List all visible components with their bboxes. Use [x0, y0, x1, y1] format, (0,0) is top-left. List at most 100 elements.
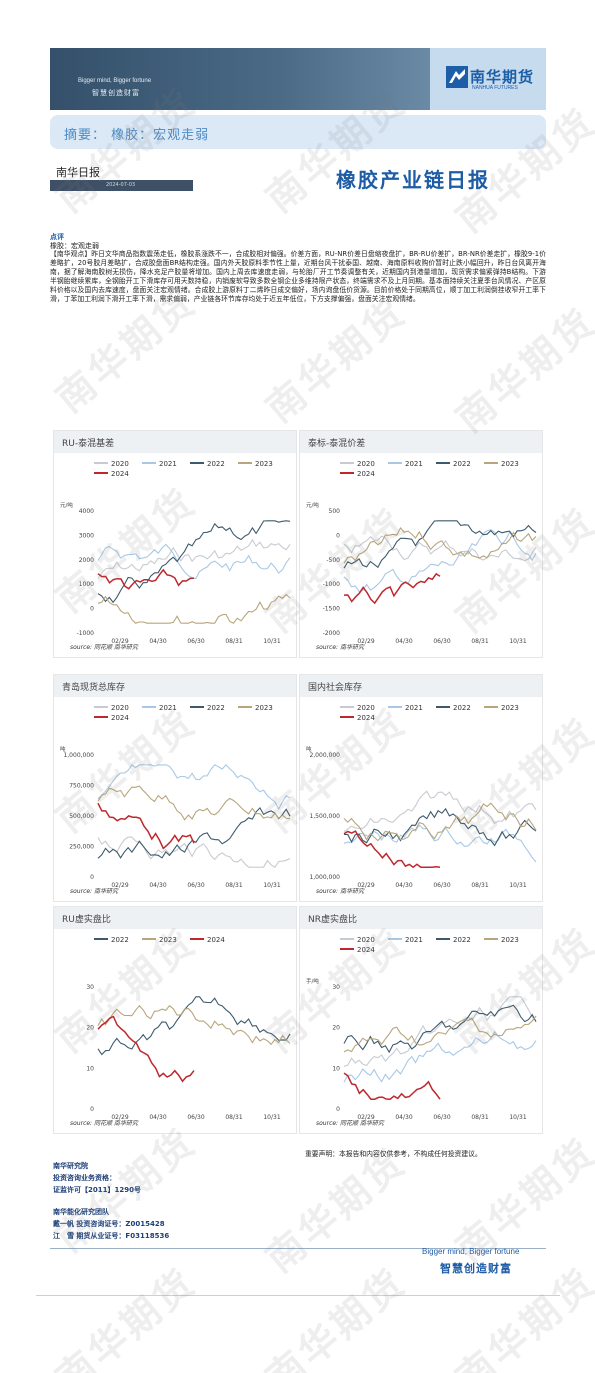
x-tick-label: 08/31 [471, 1114, 488, 1121]
x-tick-label: 02/29 [357, 882, 374, 889]
legend-label: 2021 [405, 704, 423, 712]
comment-section: 点评 橡胶：宏观走弱 【南华观点】昨日文华商品指数震荡走低，橡胶系涨跌不一，合成… [50, 232, 546, 304]
series-line [343, 802, 537, 842]
legend-label: 2024 [111, 470, 129, 478]
legend-label: 2020 [357, 460, 375, 468]
legend-label: 2024 [111, 714, 129, 722]
y-tick-label: 20 [86, 1025, 94, 1032]
x-tick-label: 10/31 [263, 882, 280, 889]
logo-text-cn: 南华期货 [470, 68, 535, 86]
legend-label: 2024 [207, 936, 225, 944]
disclaimer: 重要声明：本报告和内容仅供参考，不构成任何投资建议。 [305, 1150, 482, 1158]
y-tick-label: 1,000,000 [63, 752, 94, 759]
series-line [343, 529, 537, 593]
y-tick-label: 30 [332, 984, 340, 991]
x-tick-label: 04/30 [149, 882, 166, 889]
chart-source: source: 同花顺 南华研究 [70, 644, 138, 651]
x-tick-label: 02/29 [357, 1114, 374, 1121]
banner-slogan-en: Bigger mind, Bigger fortune [78, 78, 152, 84]
series-line [343, 1072, 441, 1100]
legend-label: 2024 [357, 470, 375, 478]
y-tick-label: 0 [336, 1106, 340, 1113]
watermark-text: 南华期货 [447, 299, 595, 442]
x-tick-label: 08/31 [471, 882, 488, 889]
chart-panel: 青岛现货总库存 2020 2021 2022 2023 2024 吨 1,000,000 750… [53, 674, 297, 902]
legend-label: 2023 [255, 704, 273, 712]
x-tick-label: 10/31 [263, 1114, 280, 1121]
series-line [97, 996, 291, 1056]
y-tick-label: 2000 [79, 557, 94, 564]
legend-label: 2022 [207, 704, 225, 712]
chart-plot: 2020 2021 2022 2023 2024 吨1,000,000 750,000 500… [60, 704, 291, 889]
license-number: 证监许可【2011】1290号 [53, 1186, 141, 1194]
legend-label: 2024 [357, 714, 375, 722]
y-tick-label: 10 [332, 1065, 340, 1072]
y-tick-label: 0 [90, 874, 94, 881]
date-bar: 2024-07-03 [50, 180, 193, 191]
series-line [343, 535, 537, 562]
x-tick-label: 02/29 [111, 638, 128, 645]
series-line [97, 538, 291, 579]
series-line [343, 1030, 537, 1083]
legend-label: 2021 [405, 460, 423, 468]
y-tick-label: 30 [86, 984, 94, 991]
legend-label: 2021 [405, 936, 423, 944]
series-line [343, 790, 537, 833]
y-tick-label: 0 [336, 532, 340, 539]
series-line [97, 785, 291, 821]
chart-title: 泰标-泰混价差 [308, 439, 366, 449]
chart-panel: NR虚实盘比 2020 2021 2022 2023 2024 手/吨 30 20 10 0 02/2… [299, 906, 543, 1134]
chart-panel-header: RU-泰混基差 [54, 431, 296, 453]
chart-title: RU-泰混基差 [62, 439, 115, 449]
chart-source: source: 同花顺 南华研究 [316, 1120, 384, 1127]
chart-panel-header: RU虚实盘比 [54, 907, 296, 929]
x-tick-label: 02/29 [111, 882, 128, 889]
legend-label: 2023 [501, 704, 519, 712]
report-title: 橡胶产业链日报 [336, 168, 490, 192]
comment-subheading: 橡胶：宏观走弱 [50, 242, 99, 250]
banner-logo-area: 南华期货 NANHUA FUTURES [430, 48, 546, 110]
axis-unit-label: 手/吨 [306, 977, 319, 985]
summary-text: 摘要： 橡胶：宏观走弱 [64, 128, 210, 143]
series-line [343, 527, 537, 564]
institute-name: 南华研究院 [53, 1162, 88, 1170]
series-line [343, 520, 537, 569]
header-banner: Bigger mind, Bigger fortune 智慧创造财富 南华期货 … [50, 48, 546, 110]
y-tick-label: 4000 [79, 508, 94, 515]
series-line [97, 836, 291, 868]
qualification-label: 投资咨询业务资格： [53, 1174, 116, 1182]
y-tick-label: 20 [332, 1025, 340, 1032]
watermark-text: 南华期货 [47, 1259, 205, 1373]
x-tick-label: 10/31 [509, 638, 526, 645]
series-line [97, 763, 291, 811]
legend-label: 2022 [453, 460, 471, 468]
chart-plot: 2020 2021 2022 2023 2024 元/吨 500 0 -500 -1000 -150… [306, 460, 537, 645]
chart-panel: RU虚实盘比 2022 2023 2024 30 20 10 0 02/29 04/30 06/30… [53, 906, 297, 1134]
chart-title: NR虚实盘比 [308, 915, 357, 925]
x-tick-label: 10/31 [263, 638, 280, 645]
x-tick-label: 06/30 [433, 638, 450, 645]
x-tick-label: 10/31 [509, 1114, 526, 1121]
footer-slogan-en: Bigger mind, Bigger fortune [422, 1247, 520, 1256]
team-member: 戴一帆 投资咨询证号：Z0015428 [53, 1220, 165, 1228]
daily-label: 南华日报 [56, 166, 100, 179]
legend-label: 2022 [453, 704, 471, 712]
y-tick-label: 0 [90, 606, 94, 613]
legend-label: 2020 [357, 704, 375, 712]
watermark-text: 南华期货 [257, 289, 415, 432]
y-tick-label: 500 [329, 508, 341, 515]
legend-label: 2023 [501, 460, 519, 468]
series-line [97, 1015, 195, 1083]
x-tick-label: 06/30 [187, 1114, 204, 1121]
series-line [343, 1015, 537, 1053]
legend-label: 2023 [159, 936, 177, 944]
chart-title: 国内社会库存 [308, 683, 363, 693]
y-tick-label: -2000 [323, 630, 341, 637]
series-line [343, 830, 441, 869]
y-tick-label: 500,000 [69, 813, 94, 820]
x-tick-label: 04/30 [395, 882, 412, 889]
series-line [97, 520, 291, 604]
x-tick-label: 02/29 [357, 638, 374, 645]
legend-label: 2023 [501, 936, 519, 944]
legend-label: 2021 [159, 704, 177, 712]
